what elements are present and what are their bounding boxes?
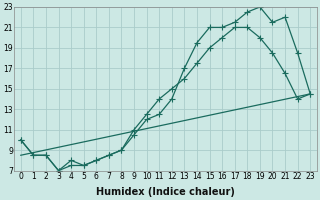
X-axis label: Humidex (Indice chaleur): Humidex (Indice chaleur): [96, 187, 235, 197]
